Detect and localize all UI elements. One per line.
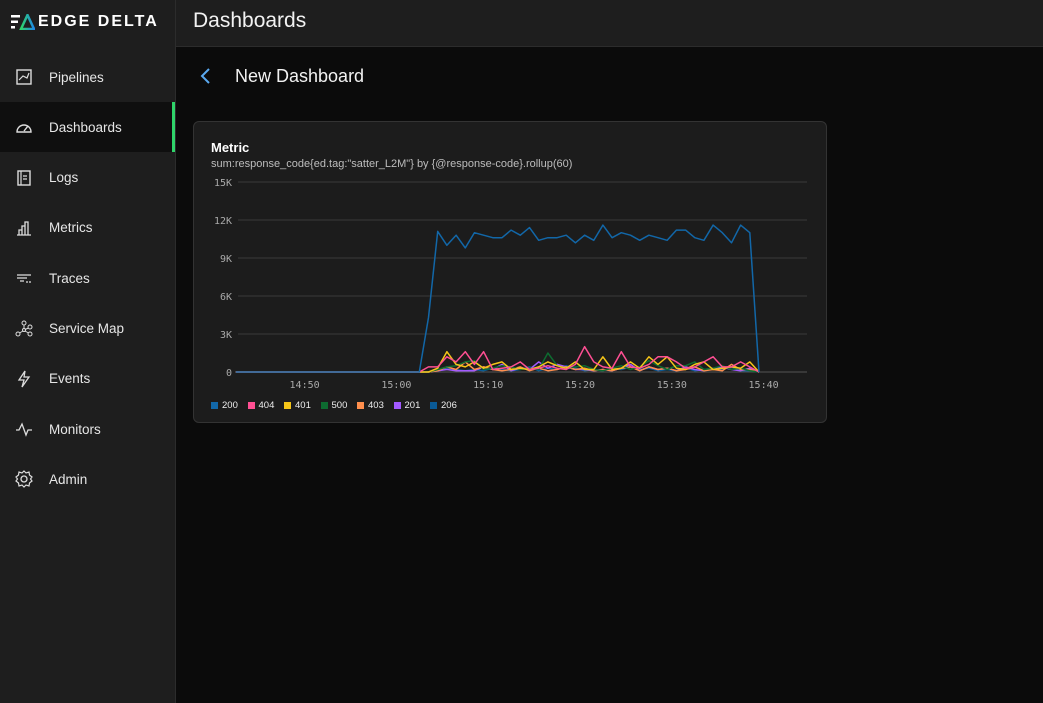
page-title: Dashboards [193,9,307,32]
sidebar-item-label: Metrics [49,220,93,236]
legend-label: 500 [331,400,348,411]
legend-swatch [247,402,255,409]
legend-label: 403 [368,400,384,411]
sidebar-item-label: Pipelines [49,69,104,85]
sidebar-item-dashboards[interactable]: Dashboards [0,102,175,153]
legend-item-404[interactable]: 404 [247,400,275,411]
sidebar-item-label: Events [49,371,91,387]
top-bar: Dashboards [176,0,1043,47]
edge-delta-logo-icon [11,14,35,30]
sidebar-item-admin[interactable]: Admin [0,454,175,504]
legend-item-401[interactable]: 401 [284,400,311,411]
lightning-icon [17,370,31,388]
x-tick-label: 15:40 [749,380,779,391]
sidebar-item-label: Admin [49,471,88,487]
sidebar-item-label: Monitors [49,421,101,437]
x-tick-label: 15:30 [657,380,687,391]
metric-widget[interactable]: Metric sum:response_code{ed.tag:"satter_… [193,121,827,423]
y-tick-label: 9K [220,254,232,265]
widget-query: sum:response_code{ed.tag:"satter_L2M"} b… [211,158,573,170]
y-tick-label: 15K [214,178,232,189]
sidebar-item-metrics[interactable]: Metrics [0,203,175,253]
series-line-200 [235,224,760,373]
x-tick-label: 15:10 [473,380,503,391]
legend-item-201[interactable]: 201 [393,400,421,411]
pulse-icon [16,422,32,437]
sidebar-item-label: Logs [49,170,79,186]
widget-title: Metric [211,140,250,155]
sidebar-item-monitors[interactable]: Monitors [0,404,175,454]
service-map-icon [15,320,33,336]
y-tick-label: 0 [226,368,232,379]
sidebar-item-label: Service Map [49,321,125,336]
sidebar-item-label: Traces [49,270,90,286]
legend-swatch [211,402,218,409]
sidebar-item-events[interactable]: Events [0,354,175,404]
gear-icon [15,470,33,489]
bar-chart-icon [17,221,31,236]
logs-icon [17,169,31,186]
dashboard-title: New Dashboard [235,66,365,86]
sidebar-item-service-map[interactable]: Service Map [0,304,175,354]
legend-label: 206 [441,400,457,411]
legend-swatch [393,402,401,409]
y-tick-label: 6K [220,292,232,303]
legend-swatch [320,402,328,409]
pipelines-icon [16,69,32,85]
legend-label: 404 [258,400,275,411]
legend-label: 200 [222,400,238,411]
x-tick-label: 14:50 [290,380,320,391]
traces-icon [17,274,31,283]
line-chart: 0 3K 6K 9K 12K 15K 14:50 15:00 15:10 15:20 15:30 15… [214,178,807,391]
legend-item-500[interactable]: 500 [320,400,348,411]
back-chevron-icon[interactable] [198,66,214,86]
legend-label: 201 [404,400,421,411]
edge-delta-logo[interactable]: EDGE DELTA [11,13,159,31]
sidebar-item-traces[interactable]: Traces [0,253,175,303]
legend-swatch [430,402,437,409]
brand-name: EDGE DELTA [38,13,159,30]
sidebar-item-label: Dashboards [49,119,122,135]
legend-item-403[interactable]: 403 [357,400,384,411]
y-tick-label: 3K [220,330,232,341]
x-tick-label: 15:00 [381,380,411,391]
legend-item-200[interactable]: 200 [211,400,238,411]
x-tick-label: 15:20 [565,380,595,391]
sidebar: EDGE DELTA Pipelines Dashboards Logs Metric… [0,0,176,703]
sidebar-item-logs[interactable]: Logs [0,153,175,203]
legend-swatch [357,402,364,409]
legend-item-206[interactable]: 206 [430,400,457,411]
y-tick-label: 12K [214,216,232,227]
legend-label: 401 [295,400,311,411]
gauge-icon [16,124,32,133]
legend-swatch [284,402,291,409]
sidebar-item-pipelines[interactable]: Pipelines [0,52,175,102]
